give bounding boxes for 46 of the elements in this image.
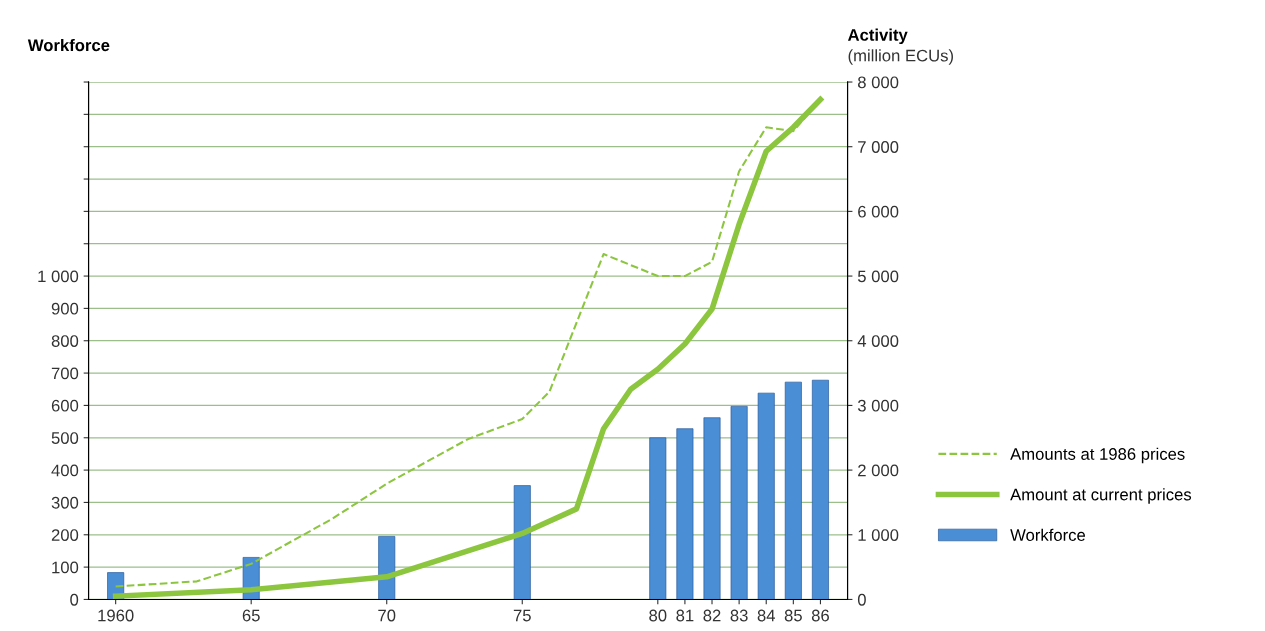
x-tick-label: 84 <box>757 609 776 622</box>
bar <box>811 379 829 600</box>
bar <box>513 485 531 600</box>
x-tick-label: 81 <box>676 609 694 622</box>
bar <box>757 392 775 600</box>
y-tick-label: 900 <box>51 302 79 315</box>
x-tick-label: 83 <box>730 609 748 622</box>
y-tick-label: 400 <box>51 464 79 477</box>
bar <box>649 437 667 600</box>
y-tick-label: 700 <box>51 367 79 380</box>
x-tick-label: 65 <box>242 609 260 622</box>
y-tick-label: 0 <box>70 593 79 606</box>
y2-tick-label: 7 000 <box>858 141 899 153</box>
y2-tick-label: 3 000 <box>857 399 899 412</box>
y2-tick-label: 2 000 <box>858 464 899 477</box>
y2-tick-label: 0 <box>857 593 866 606</box>
x-tick-label: 1960 <box>98 609 134 622</box>
y-tick-label: 500 <box>51 432 79 444</box>
y-tick-label: 100 <box>52 561 79 574</box>
legend-label: Workforce <box>1010 528 1086 541</box>
y2-tick-label: 4 000 <box>857 335 899 347</box>
legend-label: Amount at current prices <box>1010 488 1192 504</box>
y-tick-label: 200 <box>51 529 79 541</box>
x-tick-label: 86 <box>811 609 829 622</box>
y-axis-title: Workforce <box>27 38 110 52</box>
bar <box>784 381 802 600</box>
x-tick-label: 75 <box>513 609 531 622</box>
y-tick-label: 600 <box>51 399 79 412</box>
y-tick-label: 300 <box>51 496 79 509</box>
y-tick-label: 1 000 <box>38 270 79 283</box>
legend-label: Amounts at 1986 prices <box>1010 447 1185 464</box>
x-tick-label: 82 <box>703 609 721 622</box>
bar <box>378 536 396 600</box>
text: (million ECUs) <box>848 49 953 65</box>
bar <box>730 406 748 600</box>
y2-tick-label: 6 000 <box>858 205 899 218</box>
y-tick-label: 800 <box>51 335 79 347</box>
x-tick-label: 85 <box>784 609 802 622</box>
y2-axis-title: Activity <box>847 28 908 45</box>
bar <box>703 417 721 600</box>
x-tick-label: 70 <box>378 609 396 622</box>
y2-tick-label: 1 000 <box>858 529 899 541</box>
y2-tick-label: 5 000 <box>857 270 899 283</box>
x-tick-label: 80 <box>649 609 667 622</box>
y2-tick-label: 8 000 <box>858 76 899 89</box>
bar <box>676 428 694 600</box>
